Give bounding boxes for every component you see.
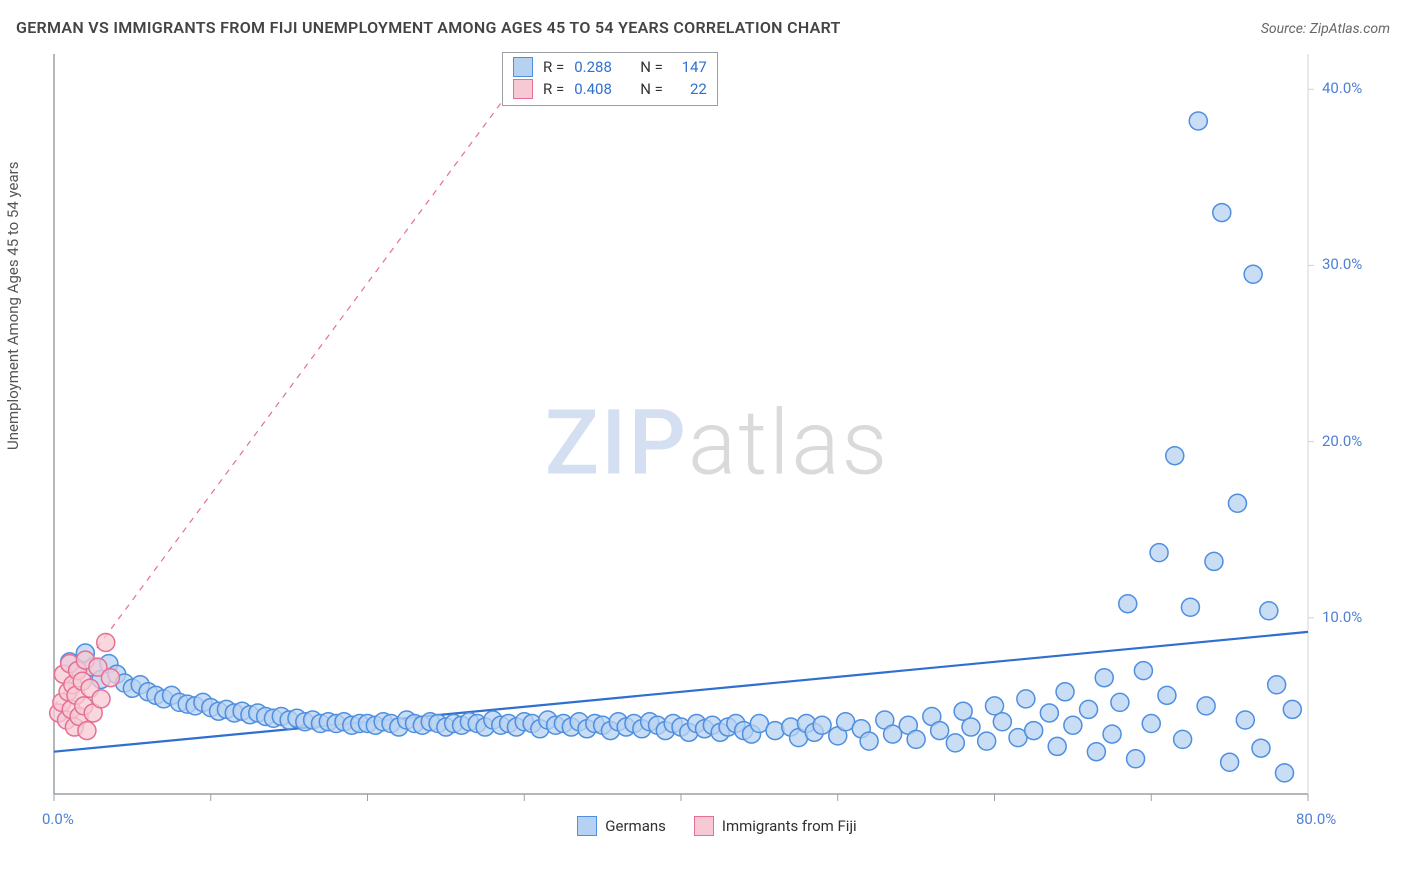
swatch-germans [513, 57, 533, 77]
correlation-legend: R = 0.288 N = 147 R = 0.408 N = 22 [502, 52, 718, 106]
y-tick-label: 10.0% [1322, 608, 1362, 626]
legend-label-fiji: Immigrants from Fiji [722, 817, 857, 835]
y-axis-label: Unemployment Among Ages 45 to 54 years [4, 162, 22, 450]
x-tick-label: 0.0% [42, 810, 74, 828]
source-attribution: Source: ZipAtlas.com [1261, 21, 1390, 37]
r-label: R = [543, 80, 564, 98]
correlation-row-germans: R = 0.288 N = 147 [513, 57, 707, 77]
swatch-fiji [694, 816, 714, 836]
legend-item-germans: Germans [577, 816, 666, 836]
scatter-chart [46, 48, 1388, 838]
r-value-germans: 0.288 [574, 58, 626, 76]
swatch-germans [577, 816, 597, 836]
r-label: R = [543, 58, 564, 76]
n-label: N = [640, 58, 663, 76]
n-value-germans: 147 [673, 58, 707, 76]
legend-label-germans: Germans [605, 817, 666, 835]
chart-container: ZIPatlas R = 0.288 N = 147 R = 0.408 N =… [46, 48, 1388, 838]
chart-title: GERMAN VS IMMIGRANTS FROM FIJI UNEMPLOYM… [16, 18, 841, 37]
n-value-fiji: 22 [673, 80, 707, 98]
n-label: N = [640, 80, 663, 98]
correlation-row-fiji: R = 0.408 N = 22 [513, 79, 707, 99]
legend-item-fiji: Immigrants from Fiji [694, 816, 857, 836]
x-tick-label: 80.0% [1296, 810, 1336, 828]
r-value-fiji: 0.408 [574, 80, 626, 98]
swatch-fiji [513, 79, 533, 99]
series-legend: Germans Immigrants from Fiji [46, 816, 1388, 836]
y-tick-label: 30.0% [1322, 255, 1362, 273]
title-bar: GERMAN VS IMMIGRANTS FROM FIJI UNEMPLOYM… [16, 18, 1390, 37]
y-tick-label: 40.0% [1322, 79, 1362, 97]
y-tick-label: 20.0% [1322, 432, 1362, 450]
